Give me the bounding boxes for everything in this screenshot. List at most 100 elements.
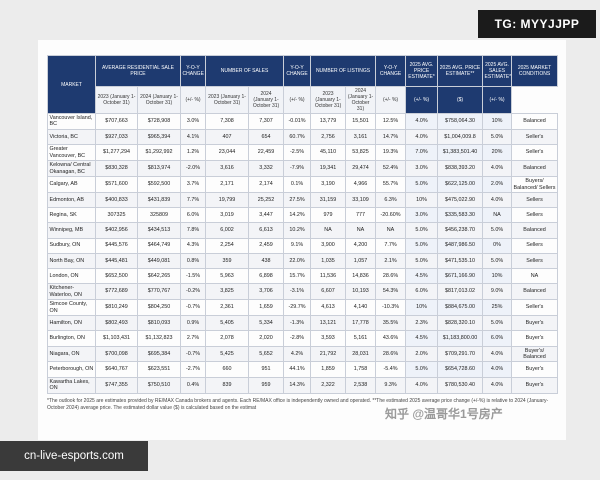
cell: 359 <box>205 252 250 270</box>
cell: 10.2% <box>283 222 312 239</box>
cell: 3.7% <box>180 176 207 194</box>
cell: 0.8% <box>180 252 207 270</box>
cell: 2,459 <box>248 237 285 254</box>
cell: 7.7% <box>180 192 207 209</box>
table-row: Peterborough, ON $640,767 $623,551 -2.7% 660… <box>47 361 559 378</box>
cell: 1,057 <box>345 252 377 270</box>
cell: $652,500 <box>95 267 138 285</box>
cell: Balanced <box>511 113 559 130</box>
cell: 55.7% <box>375 176 407 194</box>
cell: -1.3% <box>283 315 312 332</box>
site-watermark: cn-live-esports.com <box>0 441 148 471</box>
footnote: *The outlook for 2025 are estimates prov… <box>47 398 549 411</box>
cell: 660 <box>205 361 250 378</box>
cell: $449,081 <box>136 252 182 270</box>
sub-header: (+/- %) <box>283 86 312 114</box>
cell: -2.8% <box>283 330 312 347</box>
cell: 5.0% <box>482 128 513 146</box>
group-header: Y-O-Y CHANGE <box>375 55 407 87</box>
cell: -0.7% <box>180 345 207 363</box>
cell: $817,013.02 <box>437 283 484 301</box>
sub-header: ($) <box>437 86 484 114</box>
cell: 0.1% <box>283 176 312 194</box>
table-row: North Bay, ON $445,481 $449,081 0.8% 359 438 2… <box>47 252 559 270</box>
cell: 17,778 <box>345 315 377 332</box>
cell: 43.6% <box>375 330 407 347</box>
cell: 2,171 <box>205 176 250 194</box>
cell: 4.0% <box>405 376 439 394</box>
cell: Seller's <box>511 128 559 146</box>
cell: 4.0% <box>482 376 513 394</box>
cell: $770,767 <box>136 283 182 301</box>
cell: $471,535.10 <box>437 252 484 270</box>
cell: Sellers <box>511 252 559 270</box>
cell: 2,078 <box>205 330 250 347</box>
cell: $700,098 <box>95 345 138 363</box>
cell: Buyer's <box>511 330 559 347</box>
cell: 1,859 <box>310 361 347 378</box>
cell: 0.4% <box>180 376 207 394</box>
cell: $335,583.30 <box>437 207 484 224</box>
cell: Seller's <box>511 144 559 162</box>
cell: 25,252 <box>248 192 285 209</box>
cell: $813,974 <box>136 160 182 178</box>
cell: 2.0% <box>482 176 513 194</box>
cell: 5.0% <box>405 176 439 194</box>
cell: $838,393.20 <box>437 160 484 178</box>
cell: Sellers <box>511 237 559 254</box>
cell: $487,986.50 <box>437 237 484 254</box>
cell: $571,600 <box>95 176 138 194</box>
cell: -2.0% <box>180 160 207 178</box>
cell: $623,551 <box>136 361 182 378</box>
cell: $802,493 <box>95 315 138 332</box>
market-table: MARKET AVERAGE RESIDENTIAL SALE PRICE Y-O-… <box>47 55 559 394</box>
table-row: Calgary, AB $571,600 $592,500 3.7% 2,171 2,17… <box>47 176 559 194</box>
cell: 4,613 <box>310 299 347 317</box>
cell: Sellers <box>511 207 559 224</box>
cell: 3,616 <box>205 160 250 178</box>
cell: 28.6% <box>375 345 407 363</box>
cell: 2,538 <box>345 376 377 394</box>
cell: 3.0% <box>180 113 207 130</box>
cell: 28.6% <box>375 267 407 285</box>
cell: 53,825 <box>345 144 377 162</box>
cell: 54.3% <box>375 283 407 301</box>
market-cell: Greater Vancouver, BC <box>47 144 96 162</box>
cell: 7,308 <box>205 113 250 130</box>
sub-header: 2024 (January 1-October 31) <box>345 86 377 114</box>
cell: 2,756 <box>310 128 347 146</box>
cell: -29.7% <box>283 299 312 317</box>
cell: 3.0% <box>405 160 439 178</box>
table-row: Simcoe County, ON $810,249 $804,250 -0.7% 2,… <box>47 299 559 317</box>
cell: 2.3% <box>405 315 439 332</box>
cell: 2.1% <box>375 252 407 270</box>
cell: 13,121 <box>310 315 347 332</box>
market-cell: Burlington, ON <box>47 330 96 347</box>
cell: 3,161 <box>345 128 377 146</box>
sub-header: 2024 (January 1-October 31) <box>136 86 182 114</box>
cell: -7.9% <box>283 160 312 178</box>
cell: 5.0% <box>405 252 439 270</box>
cell: 979 <box>310 207 347 224</box>
cell: 3,447 <box>248 207 285 224</box>
cell: 5,425 <box>205 345 250 363</box>
cell: 6.3% <box>375 192 407 209</box>
market-cell: Simcoe County, ON <box>47 299 96 317</box>
market-cell: Hamilton, ON <box>47 315 96 332</box>
sub-header: (+/- %) <box>482 86 513 114</box>
cell: 6,002 <box>205 222 250 239</box>
cell: $1,183,800.00 <box>437 330 484 347</box>
cell: $772,689 <box>95 283 138 301</box>
cell: 21,792 <box>310 345 347 363</box>
cell: 35.5% <box>375 315 407 332</box>
market-cell: Winnipeg, MB <box>47 222 96 239</box>
cell: 27.5% <box>283 192 312 209</box>
cell: $884,675.00 <box>437 299 484 317</box>
cell: 11,536 <box>310 267 347 285</box>
cell: $671,166.90 <box>437 267 484 285</box>
cell: $830,328 <box>95 160 138 178</box>
cell: $707,663 <box>95 113 138 130</box>
cell: $750,510 <box>136 376 182 394</box>
market-cell: Vancouver Island, BC <box>47 113 96 130</box>
cell: 7,307 <box>248 113 285 130</box>
